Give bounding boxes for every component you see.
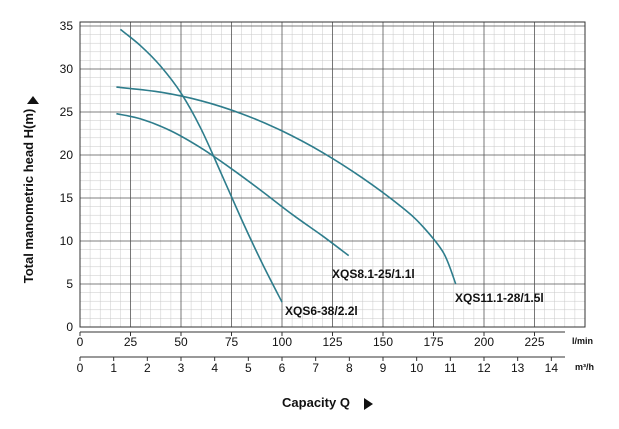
series-label-xqs8: XQS8.1-25/1.1l	[332, 267, 415, 281]
x-tick-label-lmin: 25	[124, 335, 138, 349]
series-line-2	[116, 86, 457, 285]
y-tick-label: 25	[60, 105, 74, 119]
x-tick-label-lmin: 150	[373, 335, 393, 349]
x-tick-label-m3h: 5	[245, 361, 252, 375]
x-tick-label-lmin: 100	[272, 335, 292, 349]
x-tick-label-m3h: 1	[110, 361, 117, 375]
x-tick-labels-m3h: 0 1 2 3 4 5 6 7 8 9 10 11 12 13 14	[77, 356, 565, 375]
x-tick-label-m3h: 6	[279, 361, 286, 375]
x-tick-label-m3h: 0	[77, 361, 84, 375]
y-tick-label: 10	[60, 234, 74, 248]
y-tick-label: 35	[60, 19, 74, 33]
x-tick-labels-lmin: 0 25 50 75 100 125 150 175 200 225	[77, 332, 545, 349]
y-tick-label: 15	[60, 191, 74, 205]
x-tick-label-lmin: 175	[423, 335, 443, 349]
series-line-0	[119, 28, 283, 303]
y-tick-labels: 0 5 10 15 20 25 30 35	[60, 19, 74, 334]
x-unit-m3h: m³/h	[575, 362, 594, 372]
series-label-xqs6: XQS6-38/2.2l	[285, 304, 358, 318]
y-axis-arrow-icon	[27, 96, 39, 104]
x-tick-label-m3h: 4	[211, 361, 218, 375]
x-unit-lmin: l/min	[572, 336, 593, 346]
x-tick-label-m3h: 12	[477, 361, 491, 375]
x-tick-label-lmin: 50	[174, 335, 188, 349]
x-tick-label-lmin: 225	[524, 335, 544, 349]
x-tick-label-m3h: 2	[144, 361, 151, 375]
series-layer	[116, 28, 457, 303]
x-tick-label-m3h: 3	[178, 361, 185, 375]
x-tick-label-lmin: 200	[474, 335, 494, 349]
x-tick-label-m3h: 7	[312, 361, 319, 375]
x-tick-label-m3h: 8	[346, 361, 353, 375]
x-axis-title: Capacity Q	[282, 395, 350, 410]
x-tick-label-m3h: 9	[380, 361, 387, 375]
y-axis-title: Total manometric head H(m)	[21, 109, 36, 284]
plot-frame	[79, 21, 586, 328]
x-tick-label-m3h: 11	[444, 361, 457, 375]
y-tick-label: 20	[60, 148, 74, 162]
y-tick-label: 0	[66, 320, 73, 334]
x-tick-label-m3h: 10	[410, 361, 424, 375]
x-tick-label-lmin: 75	[225, 335, 239, 349]
y-tick-label: 30	[60, 62, 74, 76]
major-gridlines	[79, 22, 586, 328]
x-tick-label-m3h: 13	[511, 361, 525, 375]
x-tick-label-lmin: 0	[77, 335, 84, 349]
y-tick-label: 5	[66, 277, 73, 291]
series-line-1	[116, 112, 350, 257]
x-tick-label-m3h: 14	[545, 361, 559, 375]
x-axis-arrow-icon	[364, 398, 373, 410]
x-tick-label-lmin: 125	[322, 335, 342, 349]
series-label-xqs11: XQS11.1-28/1.5l	[455, 291, 544, 305]
